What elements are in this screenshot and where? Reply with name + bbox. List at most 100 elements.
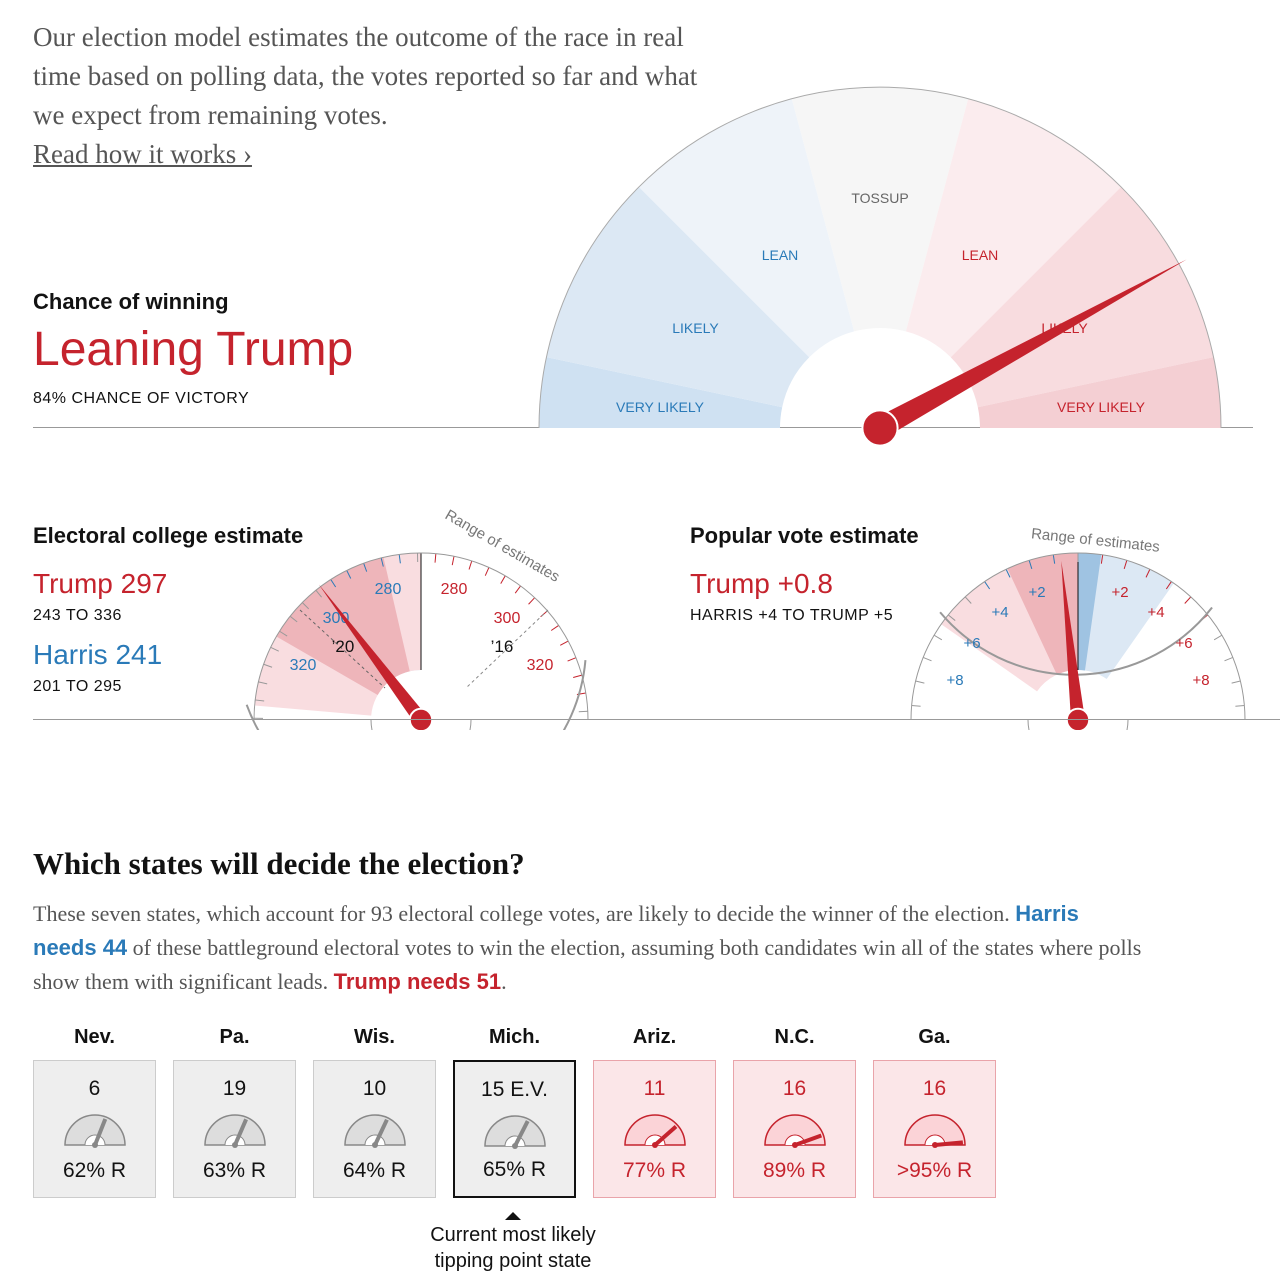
chance-detail: 84% CHANCE OF VICTORY [33, 390, 250, 407]
state-card[interactable]: 19 63% R [173, 1060, 296, 1198]
read-how-link[interactable]: Read how it works › [33, 139, 252, 169]
state-pct: 62% R [62, 1159, 127, 1182]
state-ev: 6 [88, 1077, 101, 1100]
chance-needle [874, 259, 1187, 438]
tick [560, 640, 569, 646]
marker-2016 [465, 609, 549, 689]
state-card[interactable]: 11 77% R [593, 1060, 716, 1198]
state-ev: 15 E.V. [481, 1078, 548, 1101]
tick [255, 699, 265, 702]
chance-sector [977, 357, 1221, 428]
tick [922, 656, 932, 662]
state-name: Nev. [74, 1026, 115, 1048]
tick-label: +2 [1111, 584, 1128, 601]
state-ev: 11 [643, 1077, 666, 1100]
marker-2020 [299, 609, 386, 689]
chance-sector-label: VERY LIKELY [1057, 399, 1146, 415]
tick-label: 280 [441, 581, 468, 598]
tick [301, 602, 310, 610]
chance-sector-label: TOSSUP [851, 190, 908, 206]
tick [380, 557, 384, 567]
marker-20-label: ’20 [332, 637, 355, 656]
tick [346, 570, 352, 579]
state-pct: 77% R [622, 1159, 687, 1182]
tick [567, 657, 577, 662]
states-heading: Which states will decide the election? [33, 846, 525, 881]
tick [330, 579, 337, 588]
tick [915, 680, 925, 684]
state-name: Ariz. [632, 1026, 677, 1048]
tick [984, 581, 991, 590]
tick [1165, 581, 1172, 590]
state-card[interactable]: 16 >95% R [873, 1060, 996, 1198]
states-description: These seven states, which account for 93… [33, 901, 1142, 994]
electoral-harris: Harris 241 [33, 639, 163, 670]
tick-label: 280 [375, 581, 402, 598]
tick [911, 704, 921, 707]
chance-sector [539, 357, 783, 428]
gauge-outline [910, 552, 1246, 721]
state-card[interactable]: 16 89% R [733, 1060, 856, 1198]
tick [1231, 680, 1241, 684]
popular-trump: Trump +0.8 [690, 568, 833, 599]
tick [468, 560, 473, 570]
state-name: Wis. [354, 1026, 395, 1048]
tick [1184, 596, 1192, 604]
state-pct: >95% R [896, 1159, 973, 1182]
tick-label: 300 [494, 610, 521, 627]
tick-label: +2 [1028, 584, 1045, 601]
tick [451, 556, 455, 566]
electoral-heading: Electoral college estimate [33, 523, 304, 548]
tick [1123, 560, 1128, 570]
tick-label: +8 [946, 672, 963, 689]
tick [1213, 634, 1223, 641]
state-card[interactable]: 15 E.V. 65% R [453, 1060, 576, 1198]
state-ev: 16 [782, 1077, 807, 1100]
tick [263, 663, 273, 668]
state-card[interactable]: 6 62% R [33, 1060, 156, 1198]
tick [1224, 656, 1234, 662]
tick [933, 634, 943, 641]
tick [363, 562, 368, 572]
state-pct: 65% R [482, 1158, 547, 1181]
state-gauge-icon [63, 1114, 126, 1148]
tick [279, 630, 288, 637]
tick-label: +8 [1192, 672, 1209, 689]
chance-sector [791, 87, 969, 332]
tick [947, 614, 956, 621]
chance-sector-label: LEAN [962, 247, 999, 263]
tick [550, 624, 559, 631]
state-name: Mich. [488, 1026, 541, 1048]
tick [1052, 554, 1056, 564]
state-ev: 10 [362, 1077, 387, 1100]
trump-likely [1007, 553, 1078, 675]
chance-sector-label: LEAN [762, 247, 799, 263]
tick-label: +4 [991, 604, 1008, 621]
chance-heading: Chance of winning [33, 289, 229, 314]
chance-sector [638, 98, 855, 358]
tick [398, 554, 401, 564]
range-label: Range of estimates [1030, 525, 1160, 555]
tipping-label: Current most likely tipping point state [430, 1224, 596, 1272]
state-pct: 64% R [342, 1159, 407, 1182]
state-gauge-icon [623, 1114, 686, 1148]
state-card[interactable]: 10 64% R [313, 1060, 436, 1198]
state-gauge-icon [903, 1114, 966, 1148]
tick [270, 646, 279, 652]
chance-sector [905, 98, 1122, 358]
marker-16-label: ’16 [491, 637, 514, 656]
tick [434, 553, 437, 563]
state-name: N.C. [774, 1026, 815, 1048]
tick [514, 585, 521, 594]
state-gauge-icon [343, 1114, 406, 1148]
tick-label: 320 [527, 657, 554, 674]
divider [33, 719, 1280, 720]
tick [258, 681, 268, 685]
tick-label: +6 [963, 635, 980, 652]
popular-heading: Popular vote estimate [690, 523, 919, 548]
tick [1145, 569, 1151, 578]
chance-sector [546, 186, 810, 408]
state-name: Pa. [219, 1026, 250, 1048]
harris-likely [1078, 553, 1102, 671]
tick [484, 567, 490, 576]
